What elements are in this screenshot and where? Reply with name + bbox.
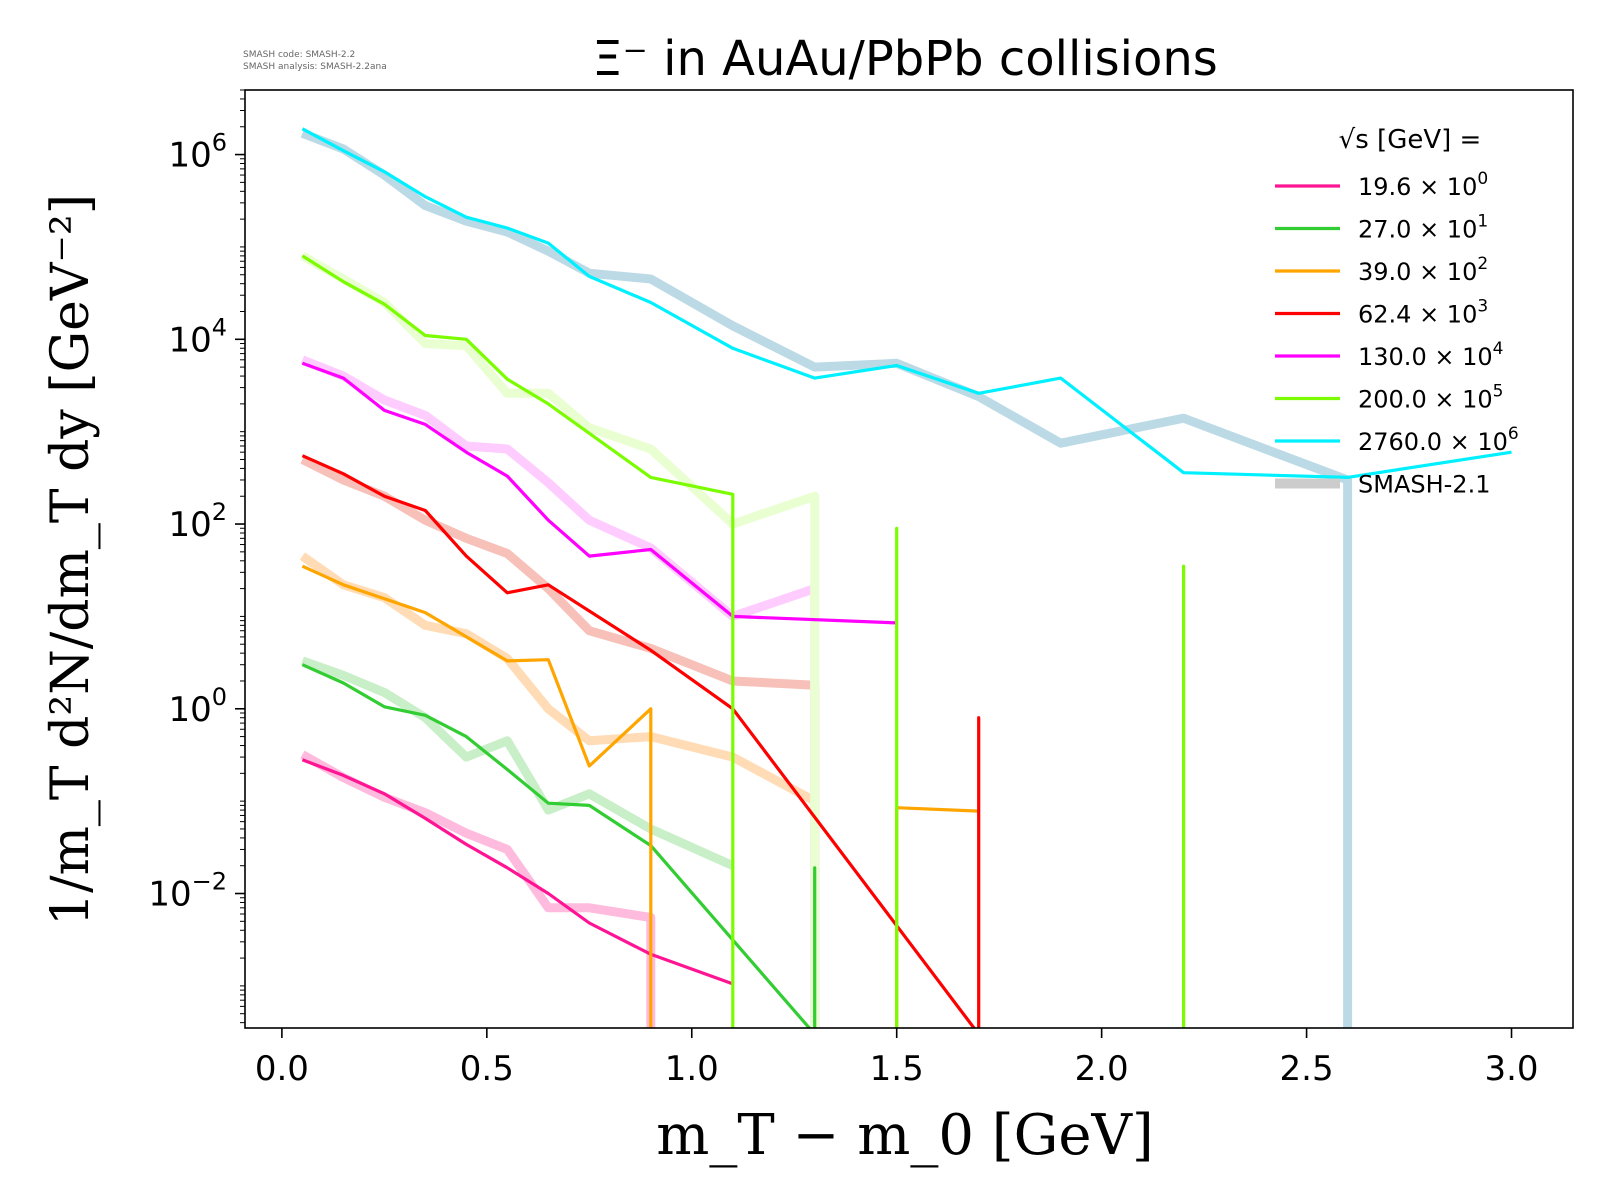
series-line-5 [301, 254, 1186, 1028]
chart-title: Ξ⁻ in AuAu/PbPb collisions [592, 31, 1218, 87]
y-tick-label: 104 [168, 313, 227, 360]
y-axis-label: 1/m_T d²N/dm_T dy [GeV⁻²] [41, 194, 101, 926]
legend-label: 200.0 × 105 [1358, 382, 1503, 414]
x-tick-label: 2.0 [1075, 1049, 1129, 1089]
legend-label: 39.0 × 102 [1358, 254, 1488, 286]
legend-label: SMASH-2.1 [1358, 471, 1490, 499]
x-tick-label: 1.0 [665, 1049, 719, 1089]
smash-analysis-line: SMASH analysis: SMASH-2.2ana [243, 62, 387, 72]
x-tick-label: 0.5 [460, 1049, 514, 1089]
series-lines [301, 127, 1512, 1028]
reference-curve-0 [300, 750, 656, 1028]
legend-label: 130.0 × 104 [1358, 339, 1503, 371]
legend-label: 62.4 × 103 [1358, 297, 1488, 329]
legend-label: 2760.0 × 106 [1358, 424, 1519, 456]
x-axis-ticks: 0.0 0.5 1.0 1.5 2.0 2.5 3.0 [255, 1028, 1539, 1089]
plot-frame [244, 89, 1574, 1029]
series-line-1 [301, 663, 817, 1028]
reference-curve-6 [300, 129, 1353, 1028]
x-axis-label: m_T − m_0 [GeV] [656, 1103, 1154, 1168]
legend-label: 27.0 × 101 [1358, 212, 1488, 244]
x-tick-label: 2.5 [1280, 1049, 1334, 1089]
series-line-4 [301, 361, 897, 625]
y-tick-label: 106 [168, 129, 227, 176]
legend: √s [GeV] = 19.6 × 100 27.0 × 101 39.0 × 10… [1275, 125, 1519, 499]
legend-items: 19.6 × 100 27.0 × 101 39.0 × 102 62.4 × 103… [1275, 169, 1519, 499]
reference-curve-5 [300, 251, 820, 1028]
x-tick-label: 3.0 [1484, 1049, 1538, 1089]
series-line-3 [301, 454, 981, 1028]
legend-title: √s [GeV] = [1339, 125, 1482, 155]
reference-curve-4 [300, 355, 820, 1028]
reference-curves [299, 129, 1353, 1028]
y-axis-ticks: 10−2 100 102 104 106 [148, 89, 245, 1024]
reference-curve-1 [300, 656, 735, 870]
legend-label: 19.6 × 100 [1358, 169, 1488, 201]
series-line-6 [301, 127, 1512, 479]
series-line-0 [301, 758, 734, 986]
x-tick-label: 1.5 [870, 1049, 924, 1089]
y-tick-label: 100 [168, 683, 227, 730]
smash-code-line: SMASH code: SMASH-2.2 [243, 50, 355, 60]
y-tick-label: 10−2 [148, 868, 227, 915]
x-tick-label: 0.0 [255, 1049, 309, 1089]
y-tick-label: 102 [168, 498, 227, 545]
